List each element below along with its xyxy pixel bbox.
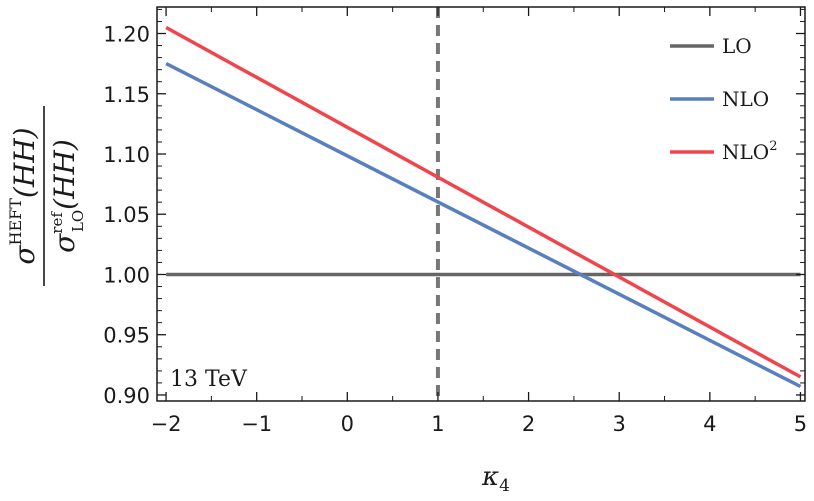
x-axis-label-subscript: 4 — [499, 476, 510, 496]
y-tick-label: 0.95 — [103, 324, 150, 348]
y-label-den-arg: (HH) — [48, 139, 81, 210]
plot-frame — [156, 6, 806, 402]
legend: LO NLO NLO2 — [670, 34, 777, 164]
series-line-nlo2 — [165, 25, 802, 379]
x-tick-label: −2 — [151, 412, 182, 436]
plot-area — [165, 7, 802, 401]
x-tick-label: 4 — [703, 412, 716, 436]
y-label-num-sigma: σ — [8, 245, 41, 265]
y-label-den-sub: LO — [69, 210, 87, 232]
y-axis-label: σHEFT(HH) σref LO(HH) — [6, 106, 87, 286]
axis-ticks — [157, 7, 805, 401]
energy-annotation: 13 TeV — [170, 367, 248, 392]
y-axis-label-denominator: σref LO(HH) — [48, 139, 87, 253]
y-tick-label: 1.05 — [103, 203, 150, 227]
x-tick-label: 3 — [613, 412, 626, 436]
axis-tick-labels: −2 −1 0 1 2 3 4 5 0.90 0.95 1.00 1.05 1.10 1.15 1.20 — [103, 23, 807, 436]
legend-label-nlo: NLO — [722, 87, 769, 111]
x-tick-label: 2 — [522, 412, 535, 436]
x-tick-label: −1 — [241, 412, 272, 436]
y-tick-label: 1.15 — [103, 83, 150, 107]
y-tick-label: 1.10 — [103, 143, 150, 167]
x-axis-label: κ4 — [481, 462, 510, 496]
x-tick-label: 1 — [431, 412, 444, 436]
legend-label-lo: LO — [722, 34, 752, 58]
y-tick-label: 1.20 — [103, 23, 150, 47]
y-label-num-arg: (HH) — [8, 127, 41, 198]
y-tick-label: 0.90 — [103, 384, 150, 408]
y-label-num-sup: HEFT — [6, 198, 25, 246]
y-label-den-sup: ref — [48, 211, 66, 234]
x-tick-label: 0 — [341, 412, 354, 436]
y-tick-label: 1.00 — [103, 263, 150, 287]
series-line-nlo — [165, 62, 802, 389]
x-tick-label: 5 — [794, 412, 807, 436]
y-label-den-sigma: σ — [48, 233, 81, 253]
x-axis-label-symbol: κ — [481, 462, 499, 492]
y-axis-label-numerator: σHEFT(HH) — [6, 127, 41, 264]
legend-label-nlo2: NLO2 — [722, 139, 777, 164]
